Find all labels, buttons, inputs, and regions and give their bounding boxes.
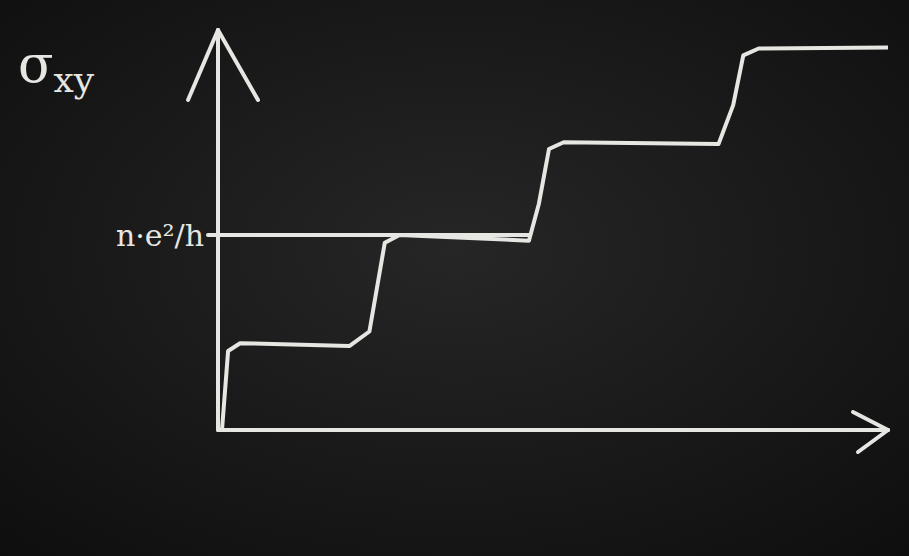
y-tick-label: n·e²/h [116, 218, 204, 253]
y-arrow [188, 30, 218, 100]
plot-area [222, 48, 888, 430]
series-line [222, 48, 888, 430]
chart-container: n·e²/h σxy [0, 0, 909, 556]
y-axis [216, 30, 220, 430]
chart: n·e²/h σxy [0, 0, 909, 556]
background [0, 0, 909, 556]
y-arrow [218, 30, 258, 100]
x-arrow [858, 430, 888, 452]
y-tick [208, 233, 529, 237]
x-arrow [853, 412, 888, 430]
x-axis [218, 428, 888, 432]
y-axis-title: σxy [18, 34, 95, 100]
